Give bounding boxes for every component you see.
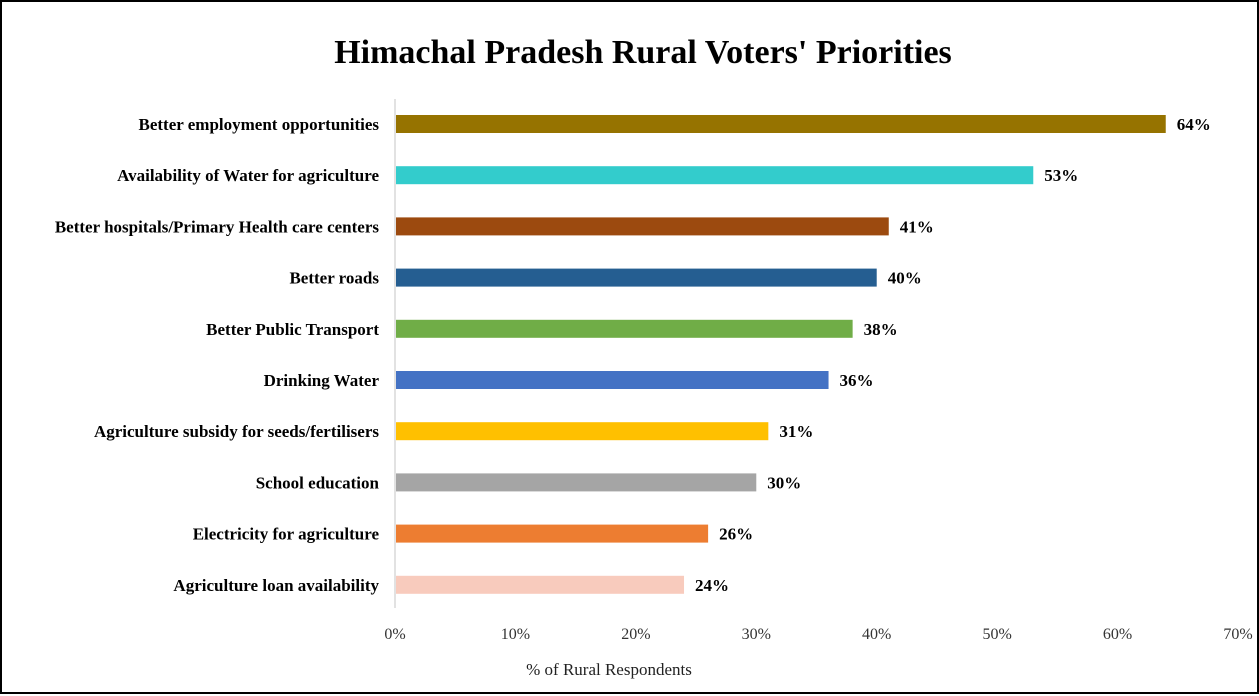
- category-label: Drinking Water: [264, 371, 380, 390]
- x-tick-label: 60%: [1103, 626, 1132, 643]
- category-label: School education: [256, 473, 380, 492]
- x-axis-ticks: 0% 10% 20% 30% 40% 50% 60% 70%: [384, 626, 1252, 643]
- category-label: Better hospitals/Primary Health care cen…: [55, 217, 380, 236]
- category-label: Availability of Water for agriculture: [117, 166, 379, 185]
- bars-group: [396, 115, 1166, 594]
- bar: [396, 524, 709, 543]
- x-tick-label: 10%: [501, 626, 530, 643]
- data-label: 26%: [719, 525, 753, 544]
- bar: [396, 319, 853, 338]
- data-label: 24%: [695, 576, 729, 595]
- data-label: 41%: [900, 217, 934, 236]
- category-label: Better employment opportunities: [139, 115, 380, 134]
- data-label: 30%: [767, 473, 801, 492]
- bar: [396, 473, 757, 492]
- bar: [396, 268, 877, 287]
- data-label: 64%: [1177, 115, 1211, 134]
- data-label: 31%: [779, 422, 813, 441]
- bar: [396, 166, 1034, 185]
- x-tick-label: 70%: [1223, 626, 1252, 643]
- category-label: Agriculture subsidy for seeds/fertiliser…: [94, 422, 379, 441]
- x-tick-label: 30%: [742, 626, 771, 643]
- bar: [396, 217, 889, 236]
- x-tick-label: 0%: [384, 626, 405, 643]
- bar: [396, 575, 685, 594]
- data-label: 38%: [864, 320, 898, 339]
- x-axis-title: % of Rural Respondents: [526, 660, 692, 679]
- category-label: Agriculture loan availability: [173, 576, 379, 595]
- value-labels: 64% 53% 41% 40% 38% 36% 31% 30% 26% 24%: [695, 115, 1211, 595]
- category-label: Better Public Transport: [206, 320, 379, 339]
- category-label: Electricity for agriculture: [193, 525, 380, 544]
- data-label: 40%: [888, 269, 922, 288]
- chart-title: Himachal Pradesh Rural Voters' Prioritie…: [334, 34, 952, 71]
- bar: [396, 115, 1166, 133]
- x-tick-label: 40%: [862, 626, 891, 643]
- category-label: Better roads: [289, 269, 379, 288]
- data-label: 53%: [1044, 166, 1078, 185]
- x-tick-label: 20%: [621, 626, 650, 643]
- x-tick-label: 50%: [982, 626, 1011, 643]
- bar: [396, 422, 769, 441]
- category-labels: Better employment opportunities Availabil…: [55, 115, 380, 595]
- data-label: 36%: [840, 371, 874, 390]
- bar: [396, 371, 829, 389]
